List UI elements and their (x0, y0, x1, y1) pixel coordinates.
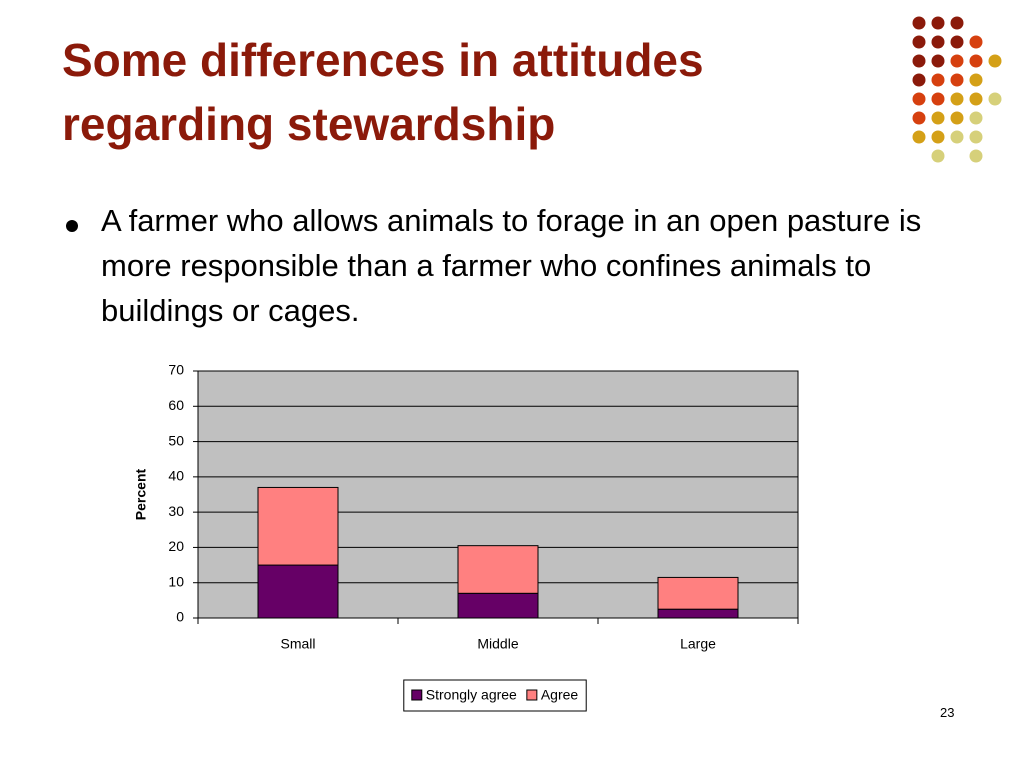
bar-segment (257, 564, 339, 619)
bar-segment (257, 486, 339, 566)
page-number: 23 (940, 705, 955, 720)
x-tick-label: Large (680, 636, 716, 652)
title-line: regarding stewardship (62, 98, 556, 150)
bar-segment (657, 576, 739, 610)
bar-segment (457, 545, 539, 594)
bullet-text: A farmer who allows animals to forage in… (101, 203, 922, 328)
legend-label: Strongly agree (426, 687, 517, 703)
legend-box (403, 679, 587, 712)
legend-swatch (526, 689, 538, 701)
y-tick-label: 0 (176, 609, 184, 625)
chart: 0 10 20 30 40 50 60 70 Small Middle Large Percent St… (133, 362, 799, 712)
y-tick-label: 50 (168, 432, 184, 448)
y-tick-label: 10 (168, 573, 184, 589)
y-axis-label: Percent (133, 468, 149, 520)
legend-label: Agree (541, 687, 579, 703)
y-tick-label: 70 (168, 362, 184, 378)
bullet-dot (66, 220, 78, 232)
y-tick-label: 20 (168, 538, 184, 554)
bar-segment (657, 608, 739, 619)
x-tick-label: Middle (477, 636, 518, 652)
title-line: Some differences in attitudes (62, 34, 704, 86)
y-tick-label: 40 (168, 468, 184, 484)
y-tick-label: 60 (168, 397, 184, 413)
bar-segment (457, 592, 539, 619)
y-tick-label: 30 (168, 503, 184, 519)
dot-decoration (912, 16, 1002, 163)
legend-swatch (411, 689, 423, 701)
slide-title: Some differences in attitudes regarding … (62, 28, 704, 156)
x-tick-label: Small (280, 636, 315, 652)
